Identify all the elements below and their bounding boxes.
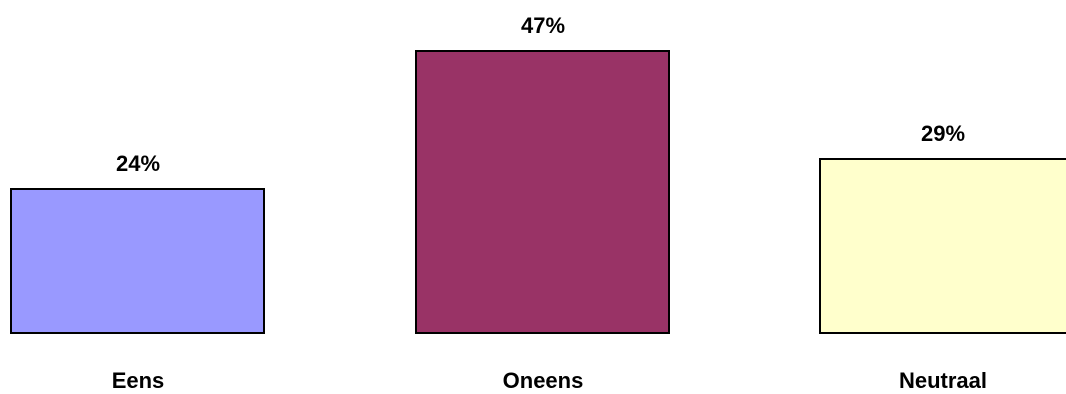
data-label-oneens: 47% — [521, 13, 565, 38]
bar-oneens — [415, 50, 670, 334]
category-label-neutraal: Neutraal — [899, 368, 987, 393]
category-label-oneens: Oneens — [503, 368, 584, 393]
category-label-eens: Eens — [112, 368, 165, 393]
bar-eens — [10, 188, 265, 334]
bar-neutraal — [819, 158, 1066, 334]
data-label-neutraal: 29% — [921, 121, 965, 146]
data-label-eens: 24% — [116, 151, 160, 176]
